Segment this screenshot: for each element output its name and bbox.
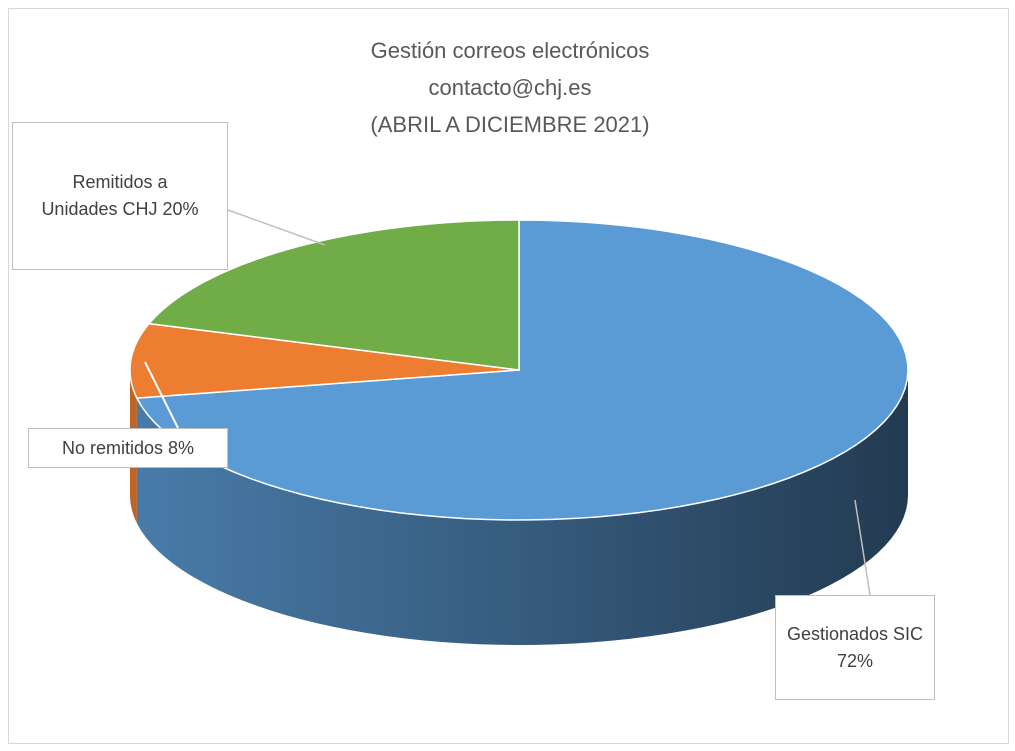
data-label: Remitidos a Unidades CHJ 20% [12, 122, 228, 270]
data-label: Gestionados SIC 72% [775, 595, 935, 700]
pie [129, 219, 909, 645]
label-category: No remitidos [61, 437, 163, 458]
chart-title: Gestión correos electrónicos [371, 38, 650, 63]
label-value: 8% [168, 437, 195, 458]
label-value: 20% [162, 199, 199, 219]
slice [147, 219, 520, 371]
leader-line [144, 361, 179, 429]
chart-title: (ABRIL A DICIEMBRE 2021) [370, 112, 649, 137]
chart-title: contacto@chj.es [429, 75, 592, 100]
leader-line [227, 209, 326, 246]
slice [135, 219, 909, 521]
slice-side [136, 370, 908, 645]
label-category: Remitidos a Unidades CHJ [41, 172, 168, 219]
leader-line [854, 499, 871, 596]
data-label: No remitidos 8% [28, 428, 228, 468]
label-category: Gestionados SIC [786, 623, 924, 644]
label-value: 72% [836, 650, 873, 671]
slice [129, 322, 520, 399]
